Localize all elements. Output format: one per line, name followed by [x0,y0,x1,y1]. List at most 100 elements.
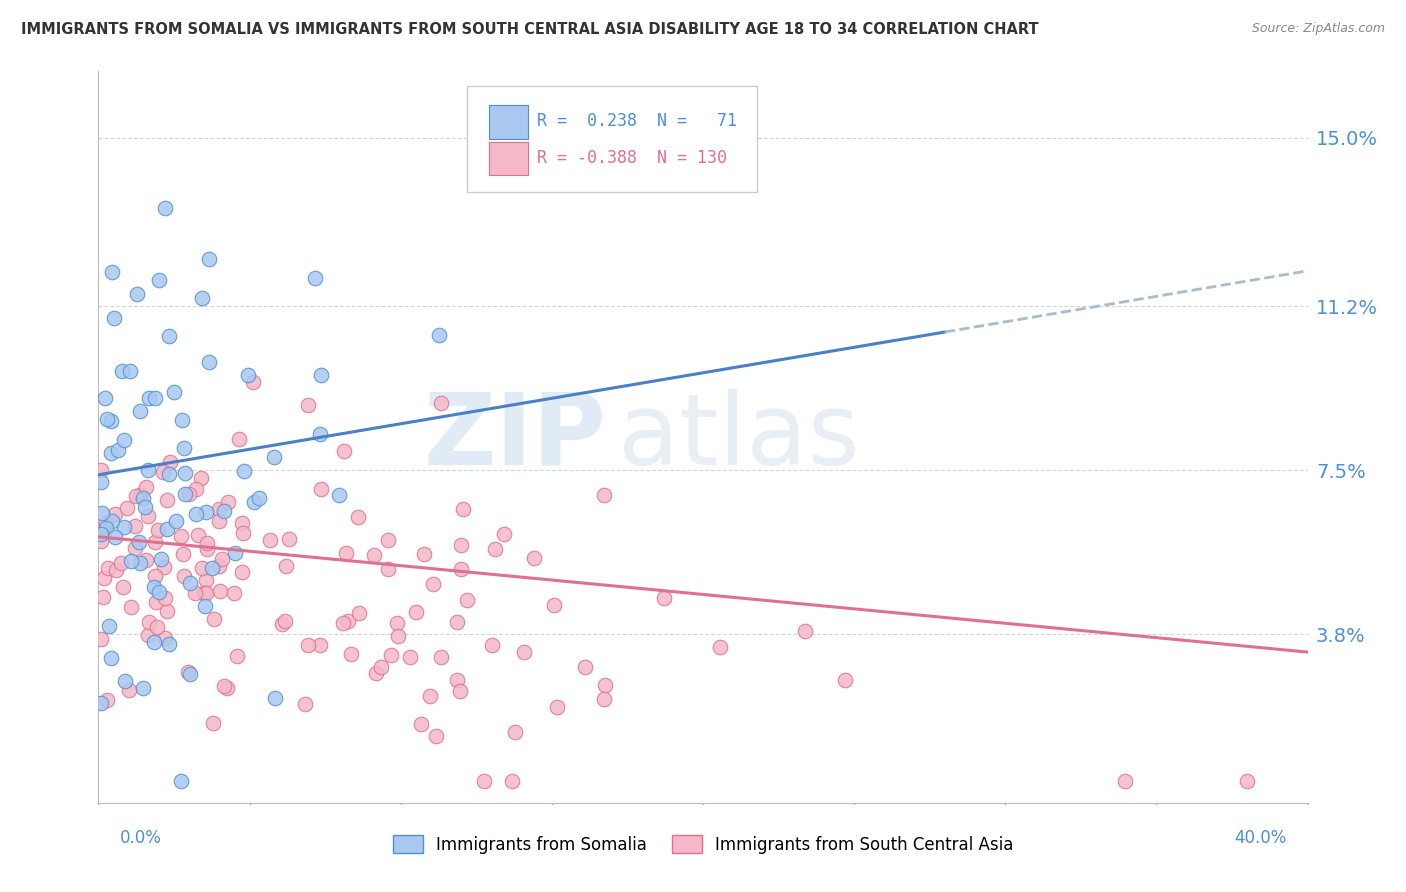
Point [263,450,285,465]
Point [242,375,264,389]
Point [492,526,515,541]
Point [385,616,408,631]
Point [501,773,523,788]
Point [332,615,354,630]
Point [120,554,142,568]
Point [380,648,402,662]
Point [274,559,297,574]
Point [103,310,125,325]
Point [224,546,246,560]
Point [159,637,181,651]
Point [118,364,141,378]
Point [170,528,193,542]
Point [195,586,218,600]
Point [104,507,127,521]
Point [187,528,209,542]
Point [125,287,148,301]
Point [173,441,195,455]
Point [118,682,141,697]
Point [399,650,422,665]
Point [190,471,212,485]
Point [217,495,239,509]
Point [243,495,266,509]
Point [340,647,363,661]
Point [294,697,316,711]
Point [177,665,200,680]
Point [481,639,503,653]
Point [304,271,326,285]
Point [135,553,157,567]
FancyBboxPatch shape [489,142,527,175]
Point [152,465,174,479]
Point [101,514,124,528]
Point [456,593,478,607]
Point [112,520,135,534]
Point [228,432,250,446]
Point [101,265,124,279]
Point [409,716,432,731]
Point [143,535,166,549]
Text: atlas: atlas [619,389,860,485]
Point [146,524,169,538]
Point [595,678,617,692]
Point [309,427,332,442]
Point [446,673,468,688]
FancyBboxPatch shape [489,105,527,138]
Point [162,384,184,399]
Point [174,487,197,501]
Point [173,569,195,583]
Point [143,634,166,648]
Point [377,533,399,547]
Point [90,696,112,710]
Point [94,391,117,405]
Point [191,561,214,575]
Point [652,591,675,605]
Point [337,615,360,629]
Point [193,585,215,599]
Point [419,690,441,704]
Point [184,508,207,522]
Text: R = -0.388  N = 130: R = -0.388 N = 130 [537,149,727,167]
Point [128,535,150,549]
Point [136,463,159,477]
Point [247,491,270,505]
Point [363,548,385,562]
Point [195,573,218,587]
Point [138,615,160,629]
Point [309,638,332,652]
Point [153,591,176,606]
Point [201,561,224,575]
Point [405,605,427,619]
Point [124,519,146,533]
Point [347,606,370,620]
Point [274,614,297,628]
Point [138,391,160,405]
Point [309,482,332,496]
Point [446,615,468,629]
Point [270,617,292,632]
Point [834,673,856,688]
Point [165,514,187,528]
Point [204,612,226,626]
Text: 40.0%: 40.0% [1234,829,1286,847]
Point [148,584,170,599]
Point [172,413,194,427]
Point [149,551,172,566]
Text: 0.0%: 0.0% [120,829,162,847]
Point [134,500,156,514]
Point [450,562,472,576]
Point [156,522,179,536]
Point [194,599,217,613]
Point [503,725,526,739]
Point [277,532,299,546]
Point [104,563,127,577]
Point [233,464,256,478]
Point [156,604,179,618]
Point [100,651,122,665]
Point [136,628,159,642]
Point [90,533,112,548]
Point [96,693,118,707]
Point [197,541,219,556]
Point [93,571,115,585]
Point [177,486,200,500]
